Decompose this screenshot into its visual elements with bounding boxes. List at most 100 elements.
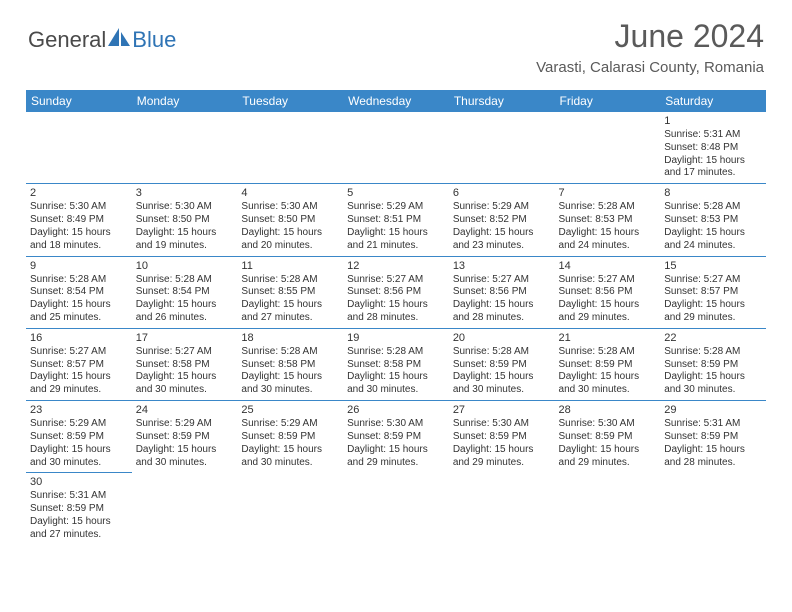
daylight-line: Daylight: 15 hours and 27 minutes. (241, 299, 339, 325)
day-number: 17 (136, 331, 234, 345)
day-number: 2 (30, 186, 128, 200)
sunset-line: Sunset: 8:59 PM (30, 431, 128, 444)
daylight-line: Daylight: 15 hours and 29 minutes. (30, 371, 128, 397)
col-friday: Friday (555, 90, 661, 112)
day-number: 12 (347, 259, 445, 273)
sunrise-line: Sunrise: 5:28 AM (664, 346, 762, 359)
sunrise-line: Sunrise: 5:29 AM (347, 201, 445, 214)
daylight-line: Daylight: 15 hours and 29 minutes. (559, 444, 657, 470)
day-cell: 5Sunrise: 5:29 AMSunset: 8:51 PMDaylight… (343, 184, 449, 256)
day-cell: 28Sunrise: 5:30 AMSunset: 8:59 PMDayligh… (555, 401, 661, 473)
daylight-line: Daylight: 15 hours and 30 minutes. (347, 371, 445, 397)
day-cell: 14Sunrise: 5:27 AMSunset: 8:56 PMDayligh… (555, 256, 661, 328)
daylight-line: Daylight: 15 hours and 30 minutes. (664, 371, 762, 397)
sunset-line: Sunset: 8:59 PM (347, 431, 445, 444)
sunrise-line: Sunrise: 5:28 AM (241, 274, 339, 287)
sunset-line: Sunset: 8:52 PM (453, 214, 551, 227)
sunset-line: Sunset: 8:59 PM (559, 431, 657, 444)
sunset-line: Sunset: 8:55 PM (241, 286, 339, 299)
daylight-line: Daylight: 15 hours and 24 minutes. (664, 227, 762, 253)
day-cell: 26Sunrise: 5:30 AMSunset: 8:59 PMDayligh… (343, 401, 449, 473)
day-cell: 23Sunrise: 5:29 AMSunset: 8:59 PMDayligh… (26, 401, 132, 473)
sunrise-line: Sunrise: 5:27 AM (664, 274, 762, 287)
day-cell: 11Sunrise: 5:28 AMSunset: 8:55 PMDayligh… (237, 256, 343, 328)
day-number: 29 (664, 403, 762, 417)
sunrise-line: Sunrise: 5:30 AM (241, 201, 339, 214)
sunset-line: Sunset: 8:58 PM (136, 359, 234, 372)
calendar-row: 30Sunrise: 5:31 AMSunset: 8:59 PMDayligh… (26, 473, 766, 545)
day-cell: 19Sunrise: 5:28 AMSunset: 8:58 PMDayligh… (343, 328, 449, 400)
day-number: 27 (453, 403, 551, 417)
sunrise-line: Sunrise: 5:28 AM (664, 201, 762, 214)
sunrise-line: Sunrise: 5:31 AM (30, 490, 128, 503)
sunset-line: Sunset: 8:56 PM (453, 286, 551, 299)
day-cell: 3Sunrise: 5:30 AMSunset: 8:50 PMDaylight… (132, 184, 238, 256)
sunrise-line: Sunrise: 5:29 AM (241, 418, 339, 431)
sunset-line: Sunset: 8:56 PM (347, 286, 445, 299)
empty-cell (132, 473, 238, 545)
sunset-line: Sunset: 8:59 PM (241, 431, 339, 444)
daylight-line: Daylight: 15 hours and 23 minutes. (453, 227, 551, 253)
daylight-line: Daylight: 15 hours and 28 minutes. (347, 299, 445, 325)
daylight-line: Daylight: 15 hours and 29 minutes. (347, 444, 445, 470)
sunset-line: Sunset: 8:58 PM (347, 359, 445, 372)
sunrise-line: Sunrise: 5:29 AM (453, 201, 551, 214)
daylight-line: Daylight: 15 hours and 30 minutes. (30, 444, 128, 470)
logo-text-blue: Blue (132, 27, 176, 53)
calendar-row: 2 Sunrise: 5:30 AM Sunset: 8:49 PM Daylight… (26, 184, 766, 256)
sunrise-line: Sunrise: 5:27 AM (347, 274, 445, 287)
sunrise-line: Sunrise: 5:27 AM (559, 274, 657, 287)
calendar-table: Sunday Monday Tuesday Wednesday Thursday… (26, 90, 766, 545)
daylight-line: Daylight: 15 hours and 28 minutes. (453, 299, 551, 325)
sunrise-line: Sunrise: 5:27 AM (453, 274, 551, 287)
day-number: 16 (30, 331, 128, 345)
day-cell: 24Sunrise: 5:29 AMSunset: 8:59 PMDayligh… (132, 401, 238, 473)
day-number: 25 (241, 403, 339, 417)
day-number: 19 (347, 331, 445, 345)
sunset-line: Sunset: 8:59 PM (664, 431, 762, 444)
header: General Blue June 2024 Varasti, Calarasi… (0, 0, 792, 76)
sunset-line: Sunset: 8:59 PM (453, 431, 551, 444)
sunrise-line: Sunrise: 5:31 AM (664, 129, 762, 142)
day-number: 30 (30, 475, 128, 489)
sunrise-line: Sunrise: 5:30 AM (453, 418, 551, 431)
empty-cell (449, 473, 555, 545)
day-number: 6 (453, 186, 551, 200)
col-tuesday: Tuesday (237, 90, 343, 112)
day-number: 28 (559, 403, 657, 417)
sunset-line: Sunset: 8:51 PM (347, 214, 445, 227)
day-cell: 9Sunrise: 5:28 AMSunset: 8:54 PMDaylight… (26, 256, 132, 328)
sunrise-line: Sunrise: 5:30 AM (347, 418, 445, 431)
day-number: 3 (136, 186, 234, 200)
sunset-line: Sunset: 8:58 PM (241, 359, 339, 372)
daylight-line: Daylight: 15 hours and 24 minutes. (559, 227, 657, 253)
col-saturday: Saturday (660, 90, 766, 112)
sunrise-line: Sunrise: 5:29 AM (136, 418, 234, 431)
daylight-line: Daylight: 15 hours and 30 minutes. (453, 371, 551, 397)
col-thursday: Thursday (449, 90, 555, 112)
day-cell: 30Sunrise: 5:31 AMSunset: 8:59 PMDayligh… (26, 473, 132, 545)
col-wednesday: Wednesday (343, 90, 449, 112)
day-cell: 4Sunrise: 5:30 AMSunset: 8:50 PMDaylight… (237, 184, 343, 256)
empty-cell (132, 112, 238, 184)
daylight-line: Daylight: 15 hours and 30 minutes. (136, 371, 234, 397)
sunset-line: Sunset: 8:59 PM (453, 359, 551, 372)
day-cell: 18Sunrise: 5:28 AMSunset: 8:58 PMDayligh… (237, 328, 343, 400)
day-cell: 25Sunrise: 5:29 AMSunset: 8:59 PMDayligh… (237, 401, 343, 473)
day-cell: 27Sunrise: 5:30 AMSunset: 8:59 PMDayligh… (449, 401, 555, 473)
sunset-line: Sunset: 8:50 PM (136, 214, 234, 227)
day-number: 13 (453, 259, 551, 273)
day-cell: 2Sunrise: 5:30 AMSunset: 8:49 PMDaylight… (26, 184, 132, 256)
calendar-row: 23Sunrise: 5:29 AMSunset: 8:59 PMDayligh… (26, 401, 766, 473)
sunrise-line: Sunrise: 5:28 AM (453, 346, 551, 359)
daylight-line: Daylight: 15 hours and 30 minutes. (559, 371, 657, 397)
daylight-line: Daylight: 15 hours and 21 minutes. (347, 227, 445, 253)
logo-text-general: General (28, 27, 106, 53)
sunrise-line: Sunrise: 5:27 AM (30, 346, 128, 359)
col-monday: Monday (132, 90, 238, 112)
sunset-line: Sunset: 8:49 PM (30, 214, 128, 227)
empty-cell (555, 112, 661, 184)
page-title: June 2024 (536, 18, 764, 55)
daylight-line: Daylight: 15 hours and 29 minutes. (664, 299, 762, 325)
empty-cell (343, 473, 449, 545)
